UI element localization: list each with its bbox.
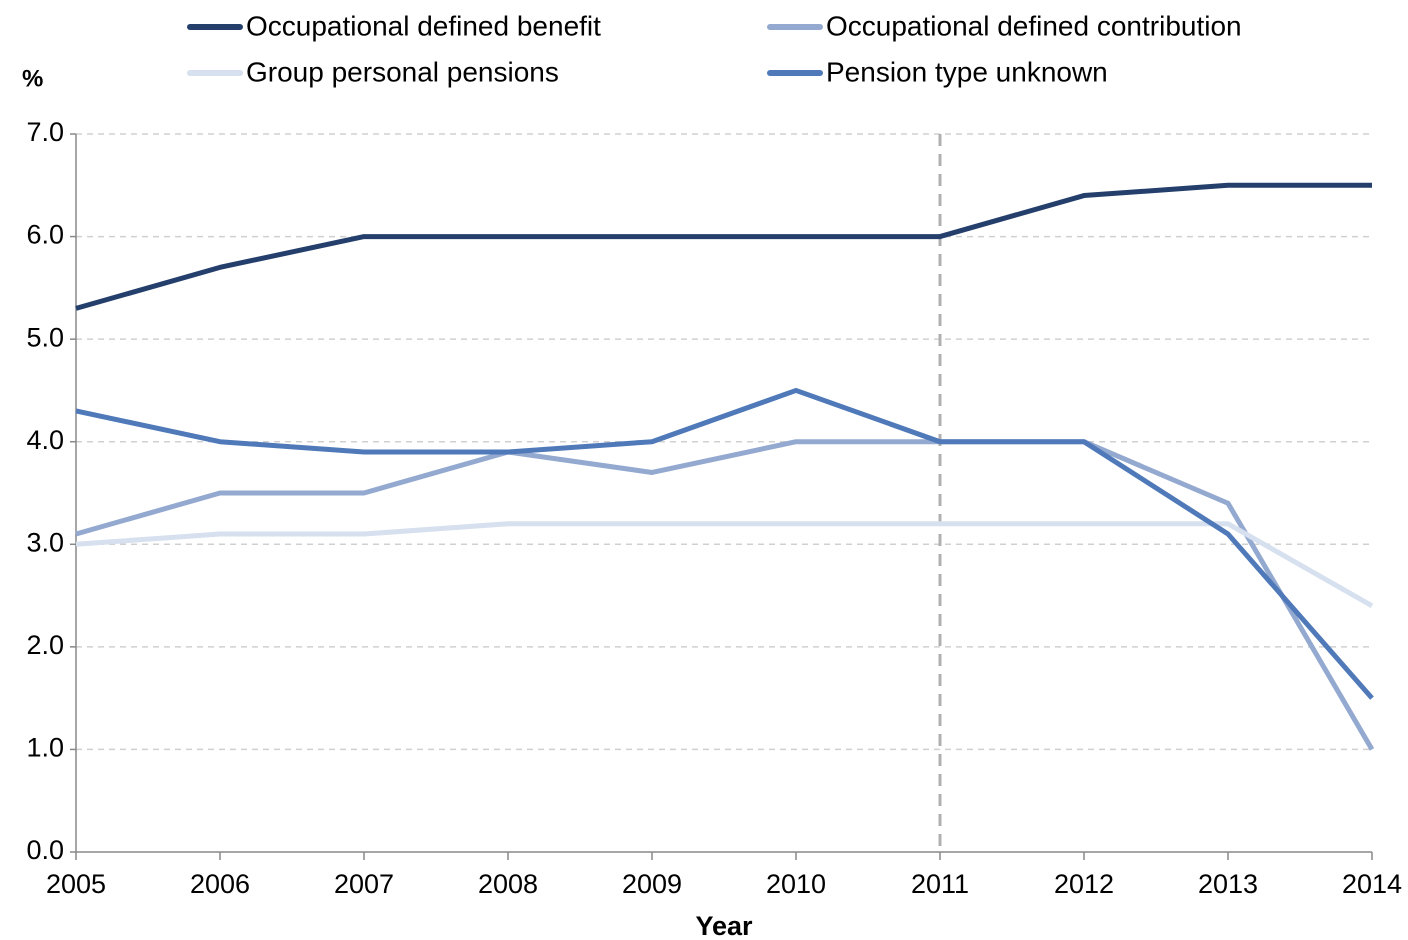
y-tick-label: 4.0: [26, 425, 64, 455]
legend-label: Pension type unknown: [826, 56, 1108, 87]
y-tick-label: 6.0: [26, 220, 64, 250]
y-tick-label: 2.0: [26, 630, 64, 660]
series-line: [75, 439, 1375, 751]
y-tick-label: 5.0: [26, 322, 64, 352]
y-tick-label: 7.0: [26, 117, 64, 147]
x-tick-label: 2005: [46, 869, 106, 899]
x-tick-label: 2011: [911, 869, 969, 899]
legend-label: Occupational defined contribution: [826, 10, 1242, 41]
y-axis-label: %: [22, 65, 43, 92]
y-tick-label: 3.0: [26, 527, 64, 557]
y-tick-label: 0.0: [26, 835, 64, 865]
x-tick-label: 2010: [766, 869, 826, 899]
x-tick-label: 2007: [334, 869, 394, 899]
series-line: [75, 182, 1372, 311]
series-line: [75, 387, 1374, 700]
x-axis-label: Year: [695, 911, 753, 940]
x-tick-label: 2009: [622, 869, 682, 899]
legend-label: Occupational defined benefit: [246, 10, 601, 41]
legend-label: Group personal pensions: [246, 56, 559, 87]
y-tick-label: 1.0: [26, 733, 64, 763]
x-tick-label: 2013: [1198, 869, 1258, 899]
x-tick-label: 2006: [190, 869, 250, 899]
x-tick-label: 2014: [1342, 869, 1402, 899]
series-line: [75, 521, 1374, 609]
x-tick-label: 2008: [478, 869, 538, 899]
x-tick-label: 2012: [1054, 869, 1114, 899]
